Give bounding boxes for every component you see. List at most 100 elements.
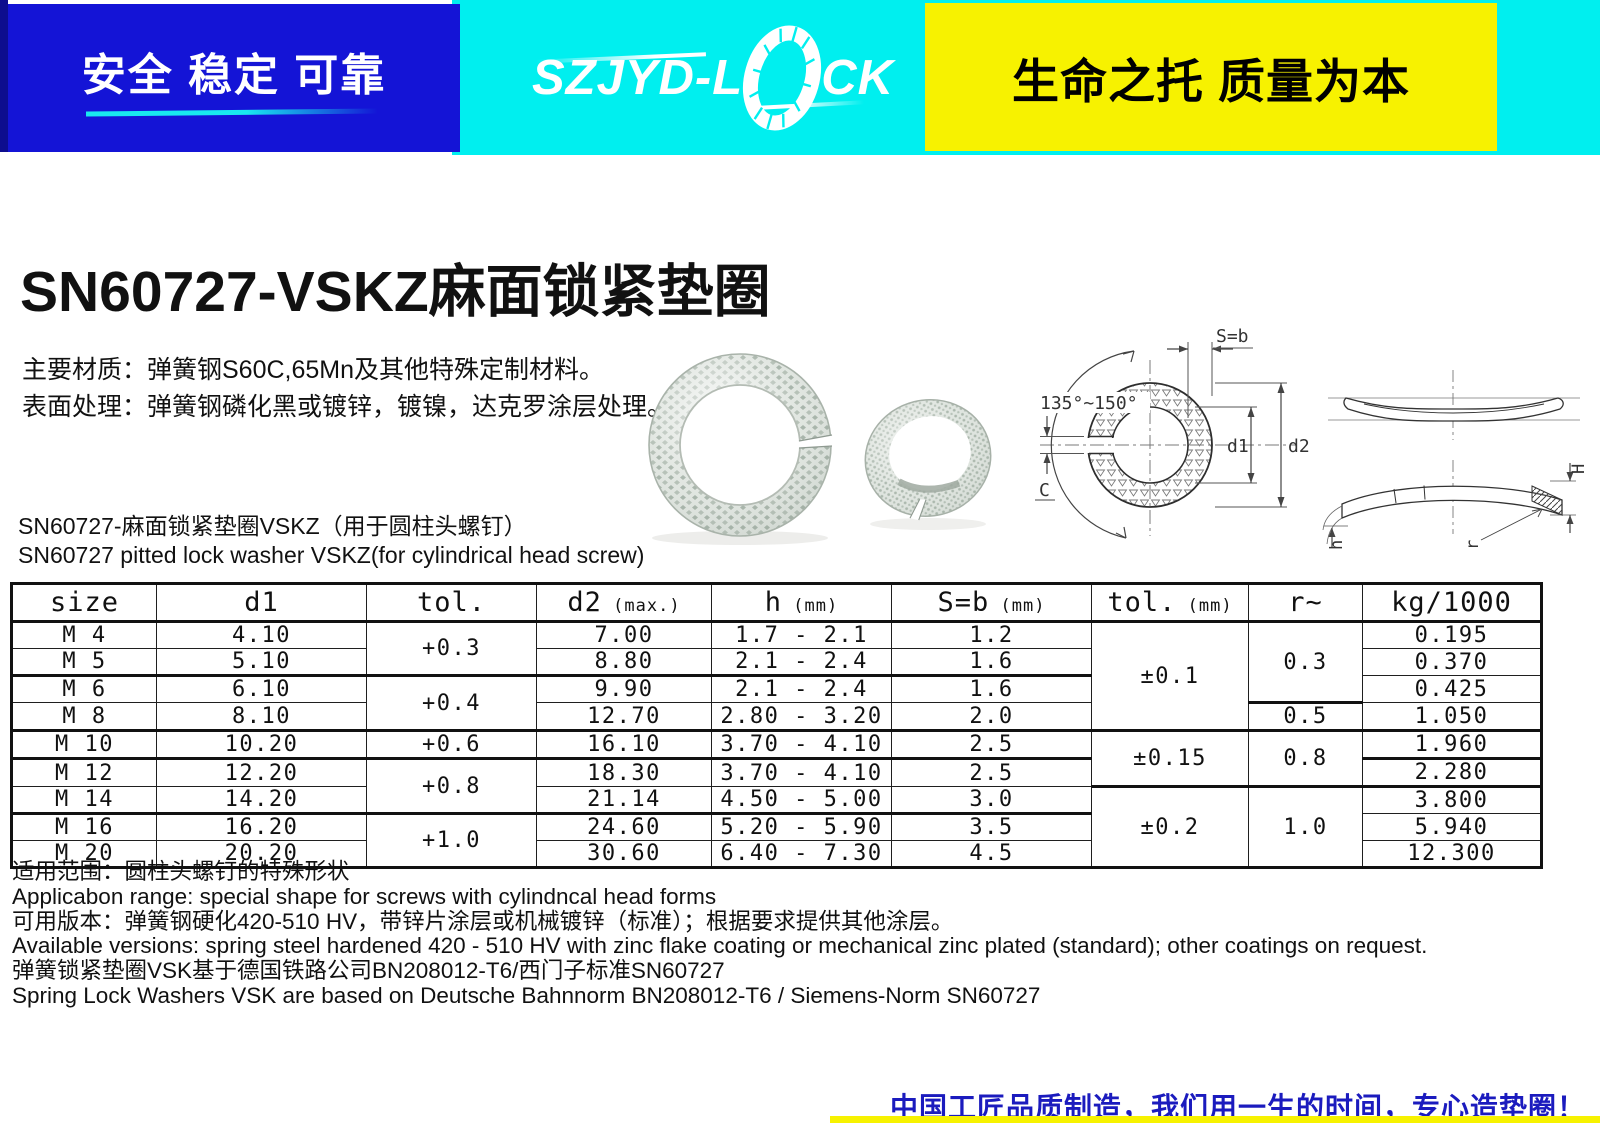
company-logo: SZJYD-L CK [532,0,894,155]
table-cell: 12.300 [1362,840,1542,868]
page-title: SN60727-VSKZ麻面锁紧垫圈 [20,260,771,324]
c-dim-label: C [1039,480,1050,501]
table-cell: 10.20 [156,730,367,760]
table-cell: 6.40 - 7.30 [711,840,892,868]
table-cell: 1.960 [1362,730,1542,760]
table-cell: 1.050 [1362,702,1542,732]
note-line: 弹簧锁紧垫圈VSK基于德国铁路公司BN208012-T6/西门子标准SN6072… [12,958,725,984]
table-cell: 2.280 [1362,758,1542,788]
table-cell: M 8 [11,702,157,732]
table-cell: 24.60 [536,813,712,841]
table-cell: 4.10 [156,621,367,649]
table-row: M 12 12.20 +0.8 18.30 3.70 - 4.10 2.5 2.280 [11,758,1542,815]
sb-dim-label: S=b [1216,326,1249,347]
banner-left-edge [0,0,8,152]
logo-text-prefix: SZJYD-L [532,50,744,105]
table-cell: 16.20 [156,813,367,841]
product-caption: SN60727-麻面锁紧垫圈VSKZ（用于圆柱头螺钉） SN60727 pitt… [18,512,644,570]
table-cell: +1.0 [366,813,537,868]
table-cell: 0.8 [1248,730,1363,788]
table-cell: 1.0 [1248,786,1363,868]
table-cell: 1.7 - 2.1 [711,621,892,649]
table-cell: 8.80 [536,648,712,677]
table-cell: 4.5 [891,840,1092,868]
banner-right-text: 生命之托 质量为本 [1011,54,1411,108]
table-cell: 7.00 [536,621,712,649]
washer-photo-small [851,385,1005,531]
table-row: M 20 20.20 30.60 6.40 - 7.30 4.5 12.300 [11,840,1542,868]
table-cell: 2.1 - 2.4 [711,675,892,703]
banner-slogan-right: 生命之托 质量为本 [925,3,1497,151]
column-header-h: h (mm) [711,583,892,623]
d2-dim-label: d2 [1288,436,1310,457]
angle-dim-label: 135°~150° [1040,393,1138,414]
material-info: 主要材质：弹簧钢S60C,65Mn及其他特殊定制材料。 表面处理：弹簧钢磷化黑或… [22,352,672,426]
table-cell: 4.50 - 5.00 [711,786,892,815]
table-cell: +0.4 [366,675,537,732]
washer-photo-large [648,353,833,537]
note-line: 适用范围：圆柱头螺钉的特殊形状 [12,859,350,884]
table-row: M 4 4.10 +0.3 7.00 1.7 - 2.1 1.2 ±0.1 0.3 0.195 [11,621,1542,732]
r-dim-label: r [1463,540,1483,550]
table-cell: M 14 [11,786,157,815]
washer-drawing-front: 135°~150° S=b d1 d2 C [1035,326,1310,539]
table-cell: M 4 [11,621,157,649]
logo-text-suffix: CK [821,50,894,105]
table-cell: 3.5 [891,813,1092,841]
table-cell: 21.14 [536,786,712,815]
table-cell: 2.80 - 3.20 [711,702,892,732]
notes-block: 适用范围：圆柱头螺钉的特殊形状 Applicabon range: specia… [12,859,1427,1009]
table-row: M 10 10.20 +0.6 16.10 3.70 - 4.10 2.5 ±0.15 0.8… [11,730,1542,788]
note-line: Applicabon range: special shape for scre… [12,883,717,909]
table-cell: 5.10 [156,648,367,677]
table-cell: 0.5 [1248,702,1363,732]
column-header-d2: d2 (max.) [536,583,712,623]
table-cell: 9.90 [536,675,712,703]
table-cell: 12.20 [156,758,367,787]
table-cell: 1.2 [891,621,1092,649]
table-cell: 8.10 [156,702,367,732]
table-cell: 2.0 [891,702,1092,732]
column-header-r: r~ [1248,583,1363,623]
washer-logo-icon [743,25,822,130]
table-cell: +0.3 [366,621,537,677]
table-cell: 5.940 [1362,813,1542,841]
h-dim-label: h [1327,540,1347,550]
column-header-sb: S=b (mm) [891,583,1092,623]
spec-table: size d1 tol. d2 (max.) h (mm) S=b (mm) tol. (m… [10,582,1543,869]
table-cell: 12.70 [536,702,712,732]
table-cell: 14.20 [156,786,367,815]
table-cell: 18.30 [536,758,712,787]
bottom-yellow-strip [830,1116,1600,1123]
table-cell: 3.70 - 4.10 [711,758,892,787]
banner-left-text: 安全 稳定 可靠 [81,51,387,100]
table-cell: 2.1 - 2.4 [711,648,892,677]
table-cell: M 6 [11,675,157,703]
table-cell: ±0.2 [1091,786,1249,868]
table-cell: M 5 [11,648,157,677]
table-row: M 14 14.20 21.14 4.50 - 5.00 3.0 ±0.2 1.0 3.800 [11,786,1542,868]
column-header-tol: tol. (mm) [1091,583,1249,623]
table-cell: 6.10 [156,675,367,703]
table-cell: 0.195 [1362,621,1542,649]
table-row: M 5 5.10 8.80 2.1 - 2.4 1.6 0.370 [11,648,1542,677]
table-cell: M 10 [11,730,157,760]
table-cell: +0.6 [366,730,537,760]
caption-cn: SN60727-麻面锁紧垫圈VSKZ（用于圆柱头螺钉） [18,513,527,539]
table-cell: 3.0 [891,786,1092,815]
table-cell: 3.70 - 4.10 [711,730,892,760]
column-header-size: size [11,583,157,623]
table-cell: 0.425 [1362,675,1542,703]
d1-dim-label: d1 [1227,436,1249,457]
table-cell: M 20 [11,840,157,868]
product-photos [648,353,1005,545]
table-cell: 2.5 [891,758,1092,787]
table-cell: 1.6 [891,675,1092,703]
caption-en: SN60727 pitted lock washer VSKZ(for cyli… [18,542,645,568]
table-cell: 20.20 [156,840,367,868]
table-cell: M 12 [11,758,157,787]
column-header-kg1000: kg/1000 [1362,583,1542,623]
table-cell: 1.6 [891,648,1092,677]
material-line: 表面处理：弹簧钢磷化黑或镀锌，镀镍，达克罗涂层处理。 [22,393,673,421]
